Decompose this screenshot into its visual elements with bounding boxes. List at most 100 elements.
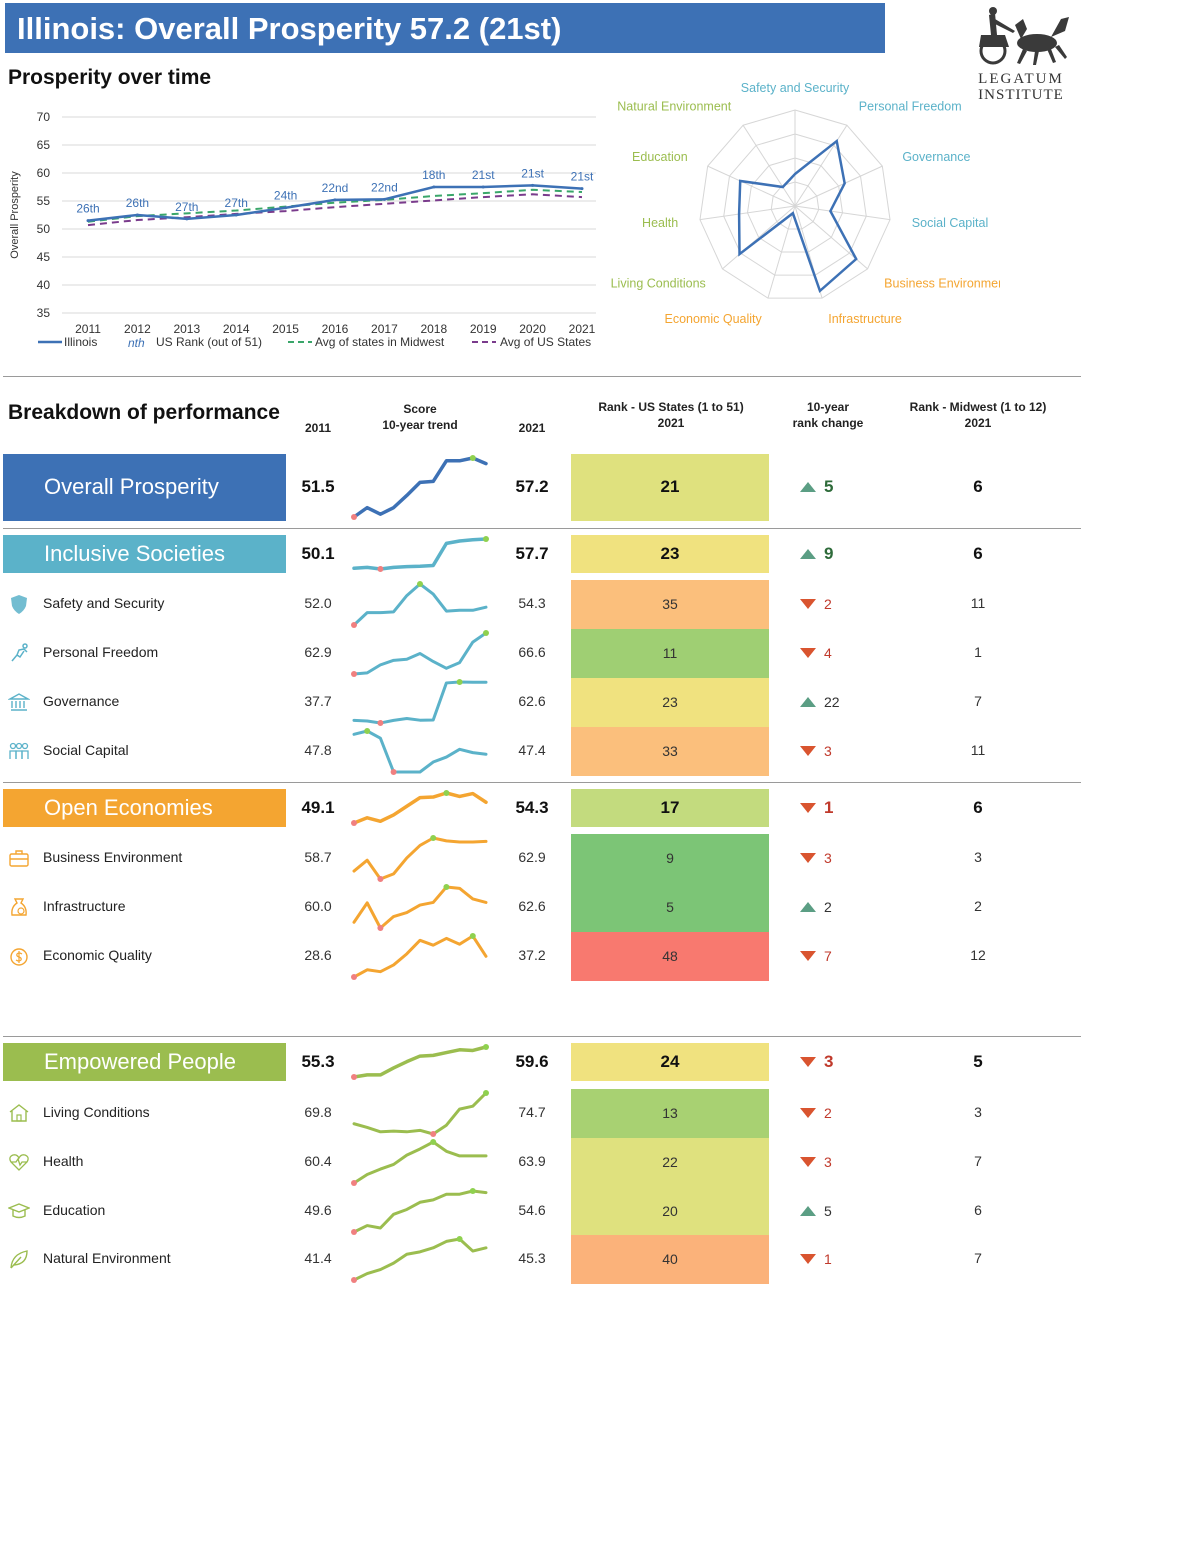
midwest-rank: 2 (974, 898, 982, 914)
trend-max-marker (417, 580, 423, 587)
runner-shape (11, 648, 28, 662)
briefcase-body (9, 853, 29, 867)
trend-min-marker (351, 1276, 357, 1283)
trend-line (352, 1140, 488, 1184)
radar-axis-label: Infrastructure (828, 312, 902, 326)
trend-min-marker (351, 670, 357, 677)
page-title: Illinois: Overall Prosperity 57.2 (21st) (17, 11, 562, 46)
trend-sparkline (351, 932, 488, 980)
triangle-up-icon (800, 697, 816, 707)
trend-line (352, 836, 488, 880)
trend-sparkline (352, 678, 488, 726)
heart-shape (9, 1154, 29, 1171)
radar-axis-label: Education (632, 150, 688, 164)
rank-change-value: 3 (824, 850, 832, 866)
row-label: Economic Quality (43, 947, 152, 963)
rank-change-cell: 1 (800, 1249, 860, 1269)
us-rank-cell: 24 (571, 1043, 769, 1081)
us-rank-cell: 13 (571, 1088, 769, 1138)
triangle-down-icon (800, 1057, 816, 1067)
radar-axis-label: Living Conditions (611, 276, 706, 290)
trend-line (352, 1189, 488, 1233)
score-2011: 50.1 (301, 544, 335, 563)
trend-min-marker (377, 875, 384, 882)
trend-max-marker (483, 629, 489, 636)
score-2021: 47.4 (518, 742, 546, 758)
trend-max-marker (430, 1138, 437, 1145)
data-point (382, 197, 386, 201)
house-icon (9, 1104, 29, 1122)
runner-head (22, 643, 28, 649)
section-divider (3, 376, 1081, 377)
score-2011: 28.6 (304, 947, 332, 963)
row-label: Social Capital (43, 742, 129, 758)
triangle-down-icon (800, 648, 816, 658)
radar-axis-label: Safety and Security (741, 81, 850, 95)
trend-min-marker (351, 973, 357, 980)
radar-ring (699, 109, 891, 299)
y-tick-label: 70 (37, 110, 51, 124)
x-tick-label: 2011 (75, 322, 101, 336)
house-shape (9, 1104, 29, 1122)
pillar-label: Inclusive Societies (3, 535, 286, 573)
score-2011: 47.8 (304, 742, 332, 758)
triangle-down-icon (800, 746, 816, 756)
trend-max-marker (483, 1089, 489, 1096)
y-tick-label: 60 (37, 166, 51, 180)
pillar-label: Open Economies (3, 789, 286, 827)
rank-change-value: 3 (824, 743, 832, 759)
trend-max-marker (469, 1187, 476, 1194)
coin-ring (10, 948, 28, 966)
us-rank-cell: 23 (571, 535, 769, 573)
person-head (9, 742, 17, 750)
rank-data-label: 22nd (371, 180, 398, 194)
trend-max-marker (469, 932, 476, 939)
rank-change-value: 4 (824, 645, 832, 661)
triangle-down-icon (800, 1157, 816, 1167)
coin-icon (10, 948, 28, 966)
score-2021: 66.6 (518, 644, 546, 660)
midwest-rank: 6 (974, 1202, 982, 1218)
rank-change-value: 2 (824, 1105, 832, 1121)
x-tick-label: 2014 (223, 322, 250, 336)
cap-icon (8, 1203, 30, 1219)
x-tick-label: 2019 (470, 322, 497, 336)
logo-text-line2: INSTITUTE (978, 87, 1064, 103)
triangle-down-icon (800, 599, 816, 609)
midwest-rank: 6 (973, 544, 983, 563)
pillar-radar-chart: Safety and Security Personal Freedom Gover… (611, 81, 1000, 326)
rank-change-value: 7 (824, 948, 832, 964)
trend-sparkline (352, 727, 488, 775)
score-2021: 45.3 (518, 1250, 546, 1266)
bag-shape (11, 898, 27, 916)
row-divider (3, 1036, 1081, 1037)
us-rank-cell: 33 (571, 726, 769, 776)
radar-axis-label: Social Capital (912, 216, 988, 230)
score-2011: 49.1 (301, 798, 335, 817)
triangle-up-icon (800, 1206, 816, 1216)
score-2021: 54.6 (518, 1202, 546, 1218)
midwest-rank: 7 (974, 1153, 982, 1169)
score-2011: 58.7 (304, 849, 332, 865)
radar-axis-label: Personal Freedom (859, 100, 962, 114)
x-tick-label: 2018 (420, 322, 447, 336)
header-trend-2: 10-year trend (382, 418, 458, 432)
rank-change-cell: 1 (800, 798, 860, 818)
rank-change-cell: 5 (800, 1201, 860, 1221)
person-head (21, 742, 29, 750)
midwest-rank: 5 (973, 1052, 983, 1071)
trend-min-marker (351, 621, 357, 628)
trend-min-marker (377, 719, 384, 726)
rank-data-label: 27th (225, 196, 248, 210)
header-2011: 2011 (304, 421, 332, 435)
triangle-up-icon (800, 902, 816, 912)
x-tick-label: 2015 (272, 322, 299, 336)
radar-spoke (699, 205, 796, 221)
rank-change-cell: 2 (800, 897, 860, 917)
person-body (15, 750, 23, 759)
radar-spoke (794, 205, 891, 221)
score-2011: 60.4 (304, 1153, 332, 1169)
header-change-2: rank change (792, 416, 864, 430)
us-rank-cell: 35 (571, 579, 769, 629)
logo-text-line1: LEGATUM (978, 71, 1064, 87)
